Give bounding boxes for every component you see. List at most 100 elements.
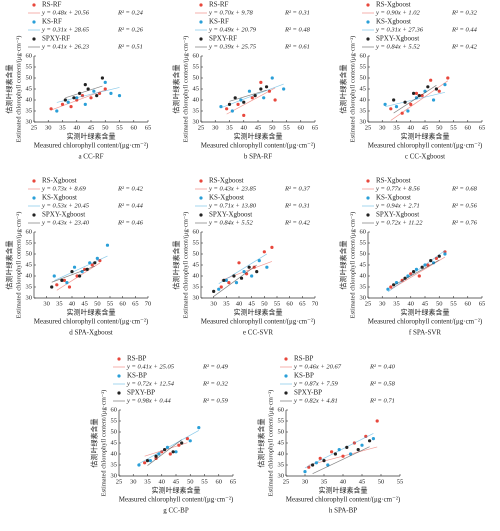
point — [333, 452, 337, 456]
x-tick-label: 35 — [226, 124, 233, 131]
x-tick-label: 50 — [269, 124, 276, 131]
point — [412, 91, 416, 95]
y-tick-label: 35 — [193, 283, 200, 290]
y-tick-label: 55 — [278, 417, 285, 424]
point — [392, 98, 396, 102]
point — [154, 454, 158, 458]
y-tick-label: 35 — [360, 283, 367, 290]
legend-label: KS-Xgboost — [209, 194, 244, 202]
point — [314, 461, 318, 465]
fit-line — [213, 264, 257, 297]
y-tick-label: 40 — [360, 96, 367, 103]
legend-marker — [366, 196, 370, 200]
x-tick-label: 35 — [223, 300, 230, 307]
x-axis-label: 实测叶绿素含量 — [234, 308, 283, 317]
point — [233, 96, 237, 100]
legend-r2: R² = 0.32 — [451, 9, 478, 16]
point — [429, 259, 433, 263]
legend-label: KS-Xgboost — [376, 194, 411, 202]
point — [417, 94, 421, 98]
fit-line — [147, 439, 182, 466]
fit-line — [65, 85, 103, 99]
x-axis-label: 实测叶绿素含量 — [401, 308, 450, 317]
point — [163, 448, 167, 452]
x-tick-label: 35 — [59, 124, 66, 131]
legend-marker — [199, 196, 203, 200]
point — [103, 87, 107, 91]
legend-marker — [117, 391, 121, 395]
y-tick-label: 60 — [360, 228, 367, 235]
y-tick-label: 55 — [111, 417, 118, 424]
x-tick-label: 55 — [107, 300, 114, 307]
x-tick-label: 50 — [94, 300, 101, 307]
x-axis-label-en: Measured chlorophyll content/(μg·cm⁻²) — [34, 318, 149, 326]
legend-marker — [32, 37, 36, 41]
point — [242, 113, 246, 117]
y-tick-label: 60 — [193, 52, 200, 59]
x-tick-label: 65 — [479, 124, 486, 131]
legend-label: SPXY-RF — [42, 35, 70, 43]
y-tick-label: 60 — [26, 228, 33, 235]
point — [93, 261, 97, 265]
y-axis-label-en: Estimated chlorophyll content/(μg·cm⁻²) — [349, 212, 356, 319]
point — [429, 78, 433, 82]
point — [262, 250, 266, 254]
point — [197, 426, 201, 430]
y-tick-label: 45 — [360, 85, 367, 92]
point — [60, 102, 65, 106]
point — [303, 470, 307, 474]
point — [95, 256, 99, 260]
point — [259, 80, 263, 84]
legend-equation: y = 0.46x + 20.67 — [293, 363, 342, 370]
y-tick-label: 45 — [278, 439, 285, 446]
caption: g CC-BP — [163, 507, 189, 515]
point — [446, 76, 450, 80]
point — [253, 94, 257, 98]
x-tick-label: 40 — [159, 478, 166, 485]
legend-r2: R² = 0.76 — [451, 219, 478, 226]
point — [75, 274, 79, 278]
legend-r2: R² = 0.37 — [284, 185, 311, 192]
x-tick-label: 50 — [102, 124, 109, 131]
x-axis-label-en: Measured chlorophyll content/(μg·cm⁻²) — [368, 142, 483, 150]
point — [63, 98, 67, 102]
point — [145, 459, 150, 463]
y-tick-label: 35 — [193, 107, 200, 114]
y-tick-label: 40 — [26, 272, 33, 279]
x-tick-label: 35 — [56, 300, 63, 307]
caption: c CC-Xgboost — [405, 153, 445, 161]
y-tick-label: 55 — [360, 239, 367, 246]
y-tick-label: 45 — [360, 261, 367, 268]
point — [185, 437, 189, 441]
legend-marker — [32, 179, 36, 183]
x-tick-label: 55 — [274, 300, 281, 307]
x-tick-label: 40 — [236, 300, 243, 307]
x-axis-label: 实测叶绿素含量 — [319, 486, 368, 495]
x-tick-label: 30 — [212, 124, 219, 131]
point — [247, 265, 251, 269]
legend-label: SPXY-Xgboost — [209, 211, 252, 219]
x-tick-label: 65 — [479, 300, 486, 307]
x-tick-label: 40 — [340, 478, 347, 485]
x-tick-label: 25 — [365, 300, 372, 307]
y-tick-label: 35 — [360, 107, 367, 114]
legend-r2: R² = 0.44 — [117, 202, 144, 209]
point — [239, 276, 244, 280]
y-tick-label: 50 — [278, 428, 285, 435]
point — [406, 109, 410, 113]
x-tick-label: 45 — [248, 300, 255, 307]
y-axis-label-en: Estimated chlorophyll content/(μg·cm⁻²) — [15, 36, 22, 143]
legend-label: SPXY-BP — [127, 389, 155, 397]
legend-marker — [366, 213, 370, 217]
legend-marker — [199, 3, 203, 7]
x-tick-label: 30 — [379, 124, 386, 131]
legend-label: RS-Xgboost — [376, 177, 411, 185]
legend-label: SPXY-Xgboost — [376, 35, 419, 43]
y-axis-label: 估测叶绿素含量 — [257, 419, 266, 468]
point — [420, 265, 424, 269]
point — [349, 452, 353, 456]
legend-equation: y = 0.77x + 8.56 — [375, 185, 421, 192]
